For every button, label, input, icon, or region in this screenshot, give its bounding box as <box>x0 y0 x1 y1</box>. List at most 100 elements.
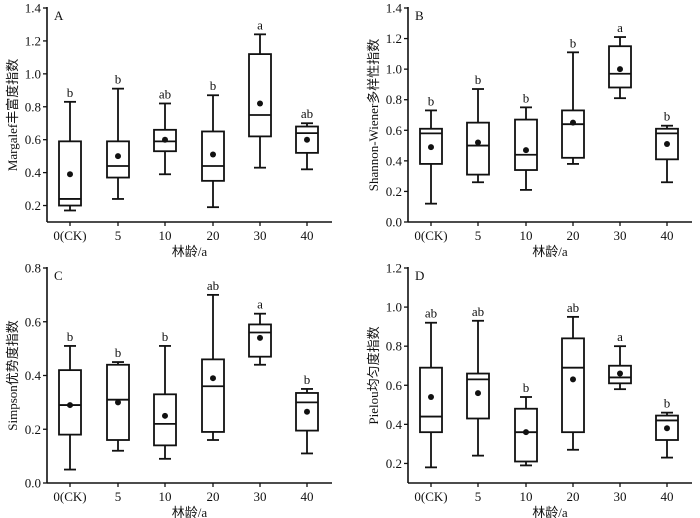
y-tick-label: 0.4 <box>25 165 42 180</box>
significance-letter: b <box>162 329 169 344</box>
x-axis-title: 林龄/a <box>172 244 208 259</box>
y-tick-label: 1.0 <box>386 300 402 315</box>
y-tick-label: 0.4 <box>386 153 403 168</box>
x-tick-label: 0(CK) <box>53 489 86 504</box>
box-iqr <box>248 53 272 138</box>
significance-letter: b <box>210 78 217 93</box>
significance-letter: b <box>67 85 74 100</box>
significance-letter: a <box>257 297 263 312</box>
x-axis-title: 林龄/a <box>532 244 568 259</box>
y-tick-label: 0.8 <box>25 261 41 276</box>
significance-letter: ab <box>425 306 437 321</box>
y-axis-title: Shannon-Wiener多样性指数 <box>366 39 381 192</box>
x-tick-label: 5 <box>475 228 482 243</box>
box-3: b <box>561 35 585 165</box>
x-tick-label: 30 <box>254 489 267 504</box>
y-tick-label: 0.6 <box>25 314 42 329</box>
mean-marker <box>523 147 529 154</box>
y-tick-label: 1.2 <box>386 261 402 276</box>
significance-letter: ab <box>159 86 171 101</box>
y-axis-title: Simpson优势度指数 <box>5 320 20 431</box>
significance-letter: b <box>523 380 530 395</box>
panel-d: 0.2 0.4 0.6 0.8 1.0 1.2 0(CK) 5 10 20 30 40 林龄/a Piel… <box>366 261 692 518</box>
x-tick-label: 20 <box>567 489 580 504</box>
y-tick-label: 1.0 <box>386 62 402 77</box>
significance-letter: b <box>428 93 435 108</box>
y-tick-label: 0.2 <box>386 456 402 471</box>
y-tick-label: 0.2 <box>25 198 41 213</box>
box-0: b <box>58 85 82 212</box>
box-iqr <box>201 358 225 433</box>
mean-marker <box>257 334 263 341</box>
significance-letter: ab <box>301 106 313 121</box>
panel-label: D <box>415 268 424 283</box>
box-iqr <box>514 118 538 171</box>
significance-letter: b <box>475 72 482 87</box>
box-2: b <box>514 380 538 467</box>
x-tick-label: 30 <box>614 489 627 504</box>
box-3: ab <box>561 300 585 451</box>
x-tick-label: 10 <box>159 489 172 504</box>
box-2: ab <box>153 86 177 176</box>
box-4: a <box>248 17 272 169</box>
x-tick-label: 30 <box>254 228 267 243</box>
mean-marker <box>475 139 481 146</box>
mean-marker <box>475 390 481 397</box>
box-4: a <box>608 329 632 391</box>
box-iqr <box>153 393 177 447</box>
y-tick-label: 0.0 <box>25 476 41 491</box>
mean-marker <box>570 119 576 126</box>
x-tick-label: 20 <box>567 228 580 243</box>
box-3: ab <box>201 278 225 441</box>
y-tick-label: 0.6 <box>386 378 403 393</box>
mean-marker <box>664 425 670 432</box>
mean-marker <box>210 375 216 382</box>
box-2: b <box>153 329 177 460</box>
box-5: ab <box>295 106 319 171</box>
significance-letter: a <box>617 20 623 35</box>
mean-marker <box>162 412 168 419</box>
panel-label: A <box>54 8 64 23</box>
mean-marker <box>617 370 623 377</box>
x-tick-label: 20 <box>207 489 220 504</box>
box-5: b <box>655 396 679 459</box>
box-0: ab <box>419 306 443 469</box>
mean-marker <box>115 399 121 406</box>
x-tick-label: 40 <box>661 489 674 504</box>
mean-marker <box>67 171 73 178</box>
x-tick-label: 5 <box>475 489 482 504</box>
significance-letter: b <box>570 35 577 50</box>
box-5: b <box>655 109 679 184</box>
y-tick-label: 1.2 <box>25 33 41 48</box>
box-iqr <box>106 140 130 179</box>
x-tick-label: 10 <box>159 228 172 243</box>
x-tick-label: 10 <box>520 489 533 504</box>
significance-letter: b <box>67 329 74 344</box>
panel-b: 0.0 0.2 0.4 0.6 0.8 1.0 1.2 1.4 0(CK) 5 10 20 30 40 林龄… <box>366 1 692 259</box>
x-tick-label: 40 <box>301 228 314 243</box>
mean-marker <box>304 136 310 143</box>
significance-letter: a <box>617 329 623 344</box>
y-tick-label: 1.2 <box>386 31 402 46</box>
mean-marker <box>428 144 434 151</box>
box-3: b <box>201 78 225 209</box>
mean-marker <box>304 408 310 415</box>
panel-a: 0.2 0.4 0.6 0.8 1.0 1.2 1.4 0(CK) 5 10 20 30 40 林龄/a M… <box>5 1 332 259</box>
x-tick-label: 5 <box>115 489 122 504</box>
significance-letter: ab <box>207 278 219 293</box>
panel-label: C <box>54 268 63 283</box>
mean-marker <box>257 100 263 107</box>
y-axis-title: Margalef丰富度指数 <box>5 59 20 171</box>
y-tick-label: 1.4 <box>386 1 403 16</box>
box-iqr <box>561 109 585 159</box>
y-tick-label: 0.2 <box>386 184 402 199</box>
box-4: a <box>248 297 272 366</box>
y-tick-label: 0.6 <box>25 132 42 147</box>
y-tick-label: 1.0 <box>25 66 41 81</box>
y-tick-label: 0.4 <box>386 417 403 432</box>
box-1: b <box>466 72 490 184</box>
significance-letter: b <box>664 109 671 124</box>
significance-letter: b <box>523 90 530 105</box>
box-1: b <box>106 345 130 452</box>
